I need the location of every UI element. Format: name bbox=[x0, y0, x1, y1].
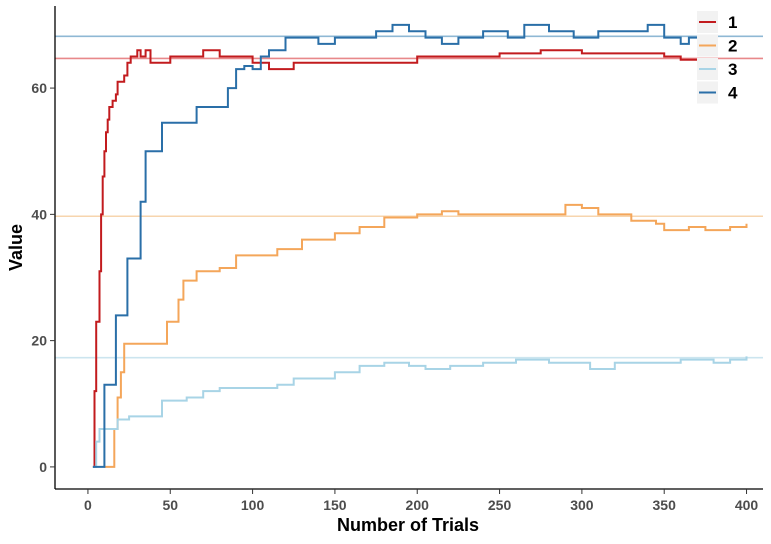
x-tick-label: 250 bbox=[488, 497, 512, 513]
y-tick-label: 20 bbox=[31, 333, 47, 349]
x-tick-label: 0 bbox=[84, 497, 92, 513]
legend-label-3: 3 bbox=[728, 60, 737, 79]
y-tick-label: 0 bbox=[39, 459, 47, 475]
axes: 0 50 100 150 200 250 300 350 400 0 20 40 60 Number of… bbox=[6, 6, 763, 535]
x-tick-label: 350 bbox=[653, 497, 677, 513]
series-line-4 bbox=[92, 23, 702, 468]
series-line-1 bbox=[92, 49, 702, 468]
legend-label-2: 2 bbox=[728, 37, 737, 56]
legend-label-4: 4 bbox=[728, 84, 738, 103]
y-tick-label: 40 bbox=[31, 206, 47, 222]
x-tick-label: 50 bbox=[162, 497, 178, 513]
x-tick-label: 100 bbox=[241, 497, 265, 513]
x-axis-title: Number of Trials bbox=[337, 515, 479, 535]
reference-lines bbox=[55, 35, 763, 359]
x-tick-label: 300 bbox=[570, 497, 594, 513]
y-axis-title: Value bbox=[6, 224, 26, 271]
x-tick-label: 150 bbox=[323, 497, 347, 513]
y-tick-label: 60 bbox=[31, 80, 47, 96]
legend-label-1: 1 bbox=[728, 13, 737, 32]
legend: 1 2 3 4 bbox=[697, 11, 738, 104]
x-tick-label: 200 bbox=[406, 497, 430, 513]
series-lines bbox=[92, 23, 748, 468]
series-line-3 bbox=[92, 356, 748, 468]
x-tick-label: 400 bbox=[735, 497, 759, 513]
series-line-2 bbox=[104, 203, 748, 468]
